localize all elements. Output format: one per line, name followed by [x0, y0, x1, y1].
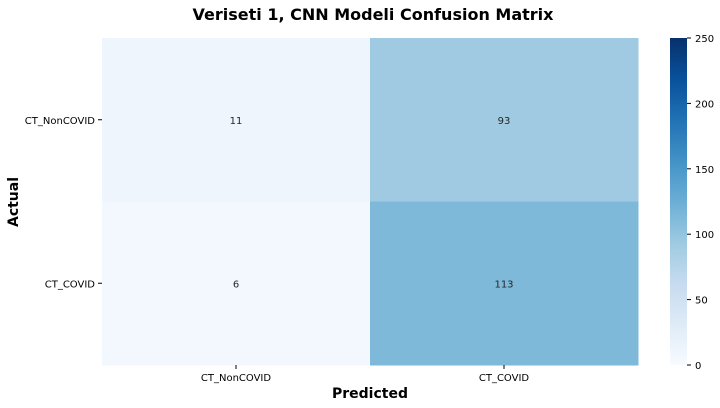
- colorbar-tick-label: 200: [695, 99, 714, 110]
- x-tick-label: CT_NonCOVID: [201, 373, 271, 384]
- colorbar-tick-label: 250: [695, 34, 714, 45]
- colorbar-tick-label: 0: [695, 361, 701, 372]
- heatmap-cell: [370, 38, 639, 202]
- colorbar-tick-label: 50: [695, 296, 708, 307]
- chart-title: Veriseti 1, CNN Modeli Confusion Matrix: [193, 5, 555, 24]
- y-axis-ticks: CT_NonCOVID CT_COVID: [25, 116, 102, 290]
- heatmap-cell: [102, 38, 371, 202]
- cell-value-label: 11: [230, 116, 243, 127]
- heatmap-cell-labels: 11 93 6 113: [230, 116, 514, 291]
- cell-value-label: 6: [233, 279, 239, 290]
- heatmap-cell: [102, 201, 371, 366]
- heatmap-cell: [370, 201, 639, 366]
- colorbar-tick-label: 150: [695, 165, 714, 176]
- y-tick-label: CT_COVID: [45, 279, 96, 290]
- colorbar: [670, 38, 687, 365]
- cell-value-label: 113: [494, 279, 513, 290]
- cell-value-label: 93: [498, 116, 511, 127]
- colorbar-ticks: 0 50 100 150 200 250: [687, 34, 714, 372]
- heatmap-cells: [102, 38, 639, 366]
- colorbar-tick-label: 100: [695, 230, 714, 241]
- x-axis-label: Predicted: [332, 386, 408, 402]
- y-axis-label: Actual: [6, 177, 22, 227]
- x-axis-ticks: CT_NonCOVID CT_COVID: [201, 365, 530, 384]
- x-tick-label: CT_COVID: [479, 373, 530, 384]
- y-tick-label: CT_NonCOVID: [25, 116, 95, 127]
